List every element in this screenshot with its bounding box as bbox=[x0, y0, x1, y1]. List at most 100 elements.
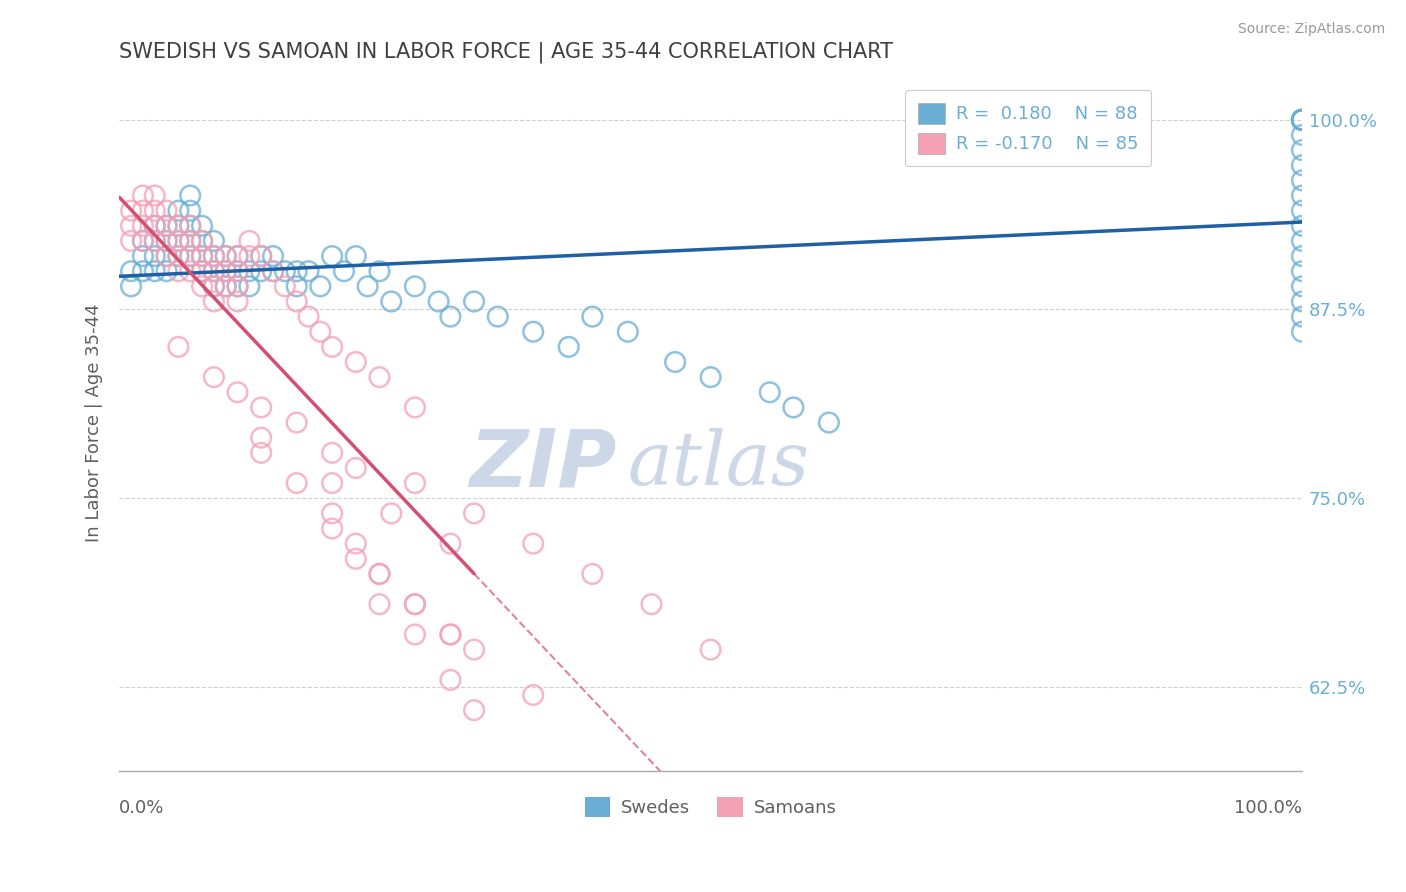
Point bbox=[463, 507, 485, 521]
Point bbox=[238, 249, 260, 263]
Point bbox=[1291, 112, 1313, 127]
Point bbox=[120, 264, 142, 278]
Point bbox=[262, 249, 284, 263]
Point bbox=[758, 385, 780, 400]
Point bbox=[226, 385, 249, 400]
Point bbox=[368, 370, 391, 384]
Text: 0.0%: 0.0% bbox=[120, 798, 165, 816]
Point bbox=[143, 264, 166, 278]
Point bbox=[463, 294, 485, 309]
Point bbox=[1291, 325, 1313, 339]
Point bbox=[202, 294, 225, 309]
Point bbox=[321, 249, 343, 263]
Point bbox=[191, 234, 214, 248]
Point bbox=[404, 627, 426, 641]
Point bbox=[191, 234, 214, 248]
Point bbox=[274, 264, 297, 278]
Point bbox=[226, 279, 249, 293]
Point bbox=[132, 188, 155, 202]
Y-axis label: In Labor Force | Age 35-44: In Labor Force | Age 35-44 bbox=[86, 303, 103, 541]
Point bbox=[297, 264, 319, 278]
Point bbox=[380, 507, 402, 521]
Point bbox=[380, 294, 402, 309]
Point bbox=[132, 234, 155, 248]
Legend: Swedes, Samoans: Swedes, Samoans bbox=[578, 790, 844, 824]
Point bbox=[155, 219, 177, 233]
Point bbox=[285, 416, 308, 430]
Point bbox=[167, 219, 190, 233]
Text: Source: ZipAtlas.com: Source: ZipAtlas.com bbox=[1237, 22, 1385, 37]
Point bbox=[143, 234, 166, 248]
Point bbox=[463, 703, 485, 717]
Point bbox=[179, 188, 201, 202]
Point bbox=[215, 264, 238, 278]
Point bbox=[179, 203, 201, 218]
Point bbox=[404, 597, 426, 611]
Point bbox=[404, 401, 426, 415]
Point bbox=[344, 461, 367, 475]
Point bbox=[1291, 279, 1313, 293]
Point bbox=[155, 249, 177, 263]
Point bbox=[557, 340, 579, 354]
Point bbox=[1291, 310, 1313, 324]
Point bbox=[226, 264, 249, 278]
Point bbox=[202, 249, 225, 263]
Point bbox=[1291, 112, 1313, 127]
Point bbox=[120, 279, 142, 293]
Point bbox=[226, 249, 249, 263]
Point bbox=[818, 416, 841, 430]
Point bbox=[238, 234, 260, 248]
Point bbox=[1291, 203, 1313, 218]
Point bbox=[155, 249, 177, 263]
Point bbox=[179, 234, 201, 248]
Point bbox=[120, 203, 142, 218]
Point bbox=[581, 310, 603, 324]
Point bbox=[333, 264, 356, 278]
Point bbox=[226, 249, 249, 263]
Point bbox=[238, 264, 260, 278]
Point bbox=[250, 431, 273, 445]
Point bbox=[120, 234, 142, 248]
Point bbox=[344, 249, 367, 263]
Point bbox=[368, 566, 391, 581]
Point bbox=[1291, 234, 1313, 248]
Point bbox=[522, 688, 544, 702]
Point bbox=[404, 597, 426, 611]
Point bbox=[1291, 112, 1313, 127]
Point bbox=[191, 264, 214, 278]
Point bbox=[1291, 112, 1313, 127]
Point bbox=[179, 249, 201, 263]
Point bbox=[202, 264, 225, 278]
Point bbox=[1291, 188, 1313, 202]
Point bbox=[215, 249, 238, 263]
Point bbox=[167, 249, 190, 263]
Point bbox=[617, 325, 640, 339]
Point bbox=[439, 310, 461, 324]
Point bbox=[167, 234, 190, 248]
Point bbox=[215, 249, 238, 263]
Point bbox=[368, 597, 391, 611]
Point bbox=[1291, 219, 1313, 233]
Point bbox=[356, 279, 378, 293]
Point bbox=[664, 355, 686, 369]
Point bbox=[404, 279, 426, 293]
Point bbox=[215, 279, 238, 293]
Point bbox=[262, 264, 284, 278]
Point bbox=[120, 219, 142, 233]
Point bbox=[439, 627, 461, 641]
Point bbox=[250, 249, 273, 263]
Point bbox=[368, 264, 391, 278]
Point bbox=[226, 264, 249, 278]
Point bbox=[344, 355, 367, 369]
Text: SWEDISH VS SAMOAN IN LABOR FORCE | AGE 35-44 CORRELATION CHART: SWEDISH VS SAMOAN IN LABOR FORCE | AGE 3… bbox=[120, 42, 893, 63]
Point bbox=[699, 642, 721, 657]
Point bbox=[262, 264, 284, 278]
Point bbox=[250, 264, 273, 278]
Point bbox=[1291, 112, 1313, 127]
Point bbox=[1291, 112, 1313, 127]
Point bbox=[1291, 294, 1313, 309]
Point bbox=[427, 294, 450, 309]
Point bbox=[143, 234, 166, 248]
Point bbox=[285, 264, 308, 278]
Point bbox=[179, 234, 201, 248]
